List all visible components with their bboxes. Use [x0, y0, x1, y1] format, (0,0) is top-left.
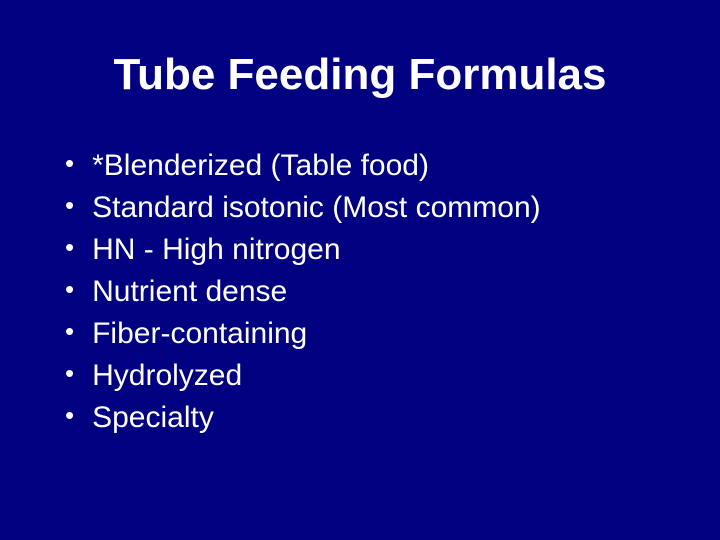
bullet-icon: • — [65, 145, 74, 181]
bullet-text: *Blenderized (Table food) — [92, 145, 670, 187]
bullet-text: Hydrolyzed — [92, 355, 670, 397]
list-item: • Specialty — [65, 397, 670, 439]
bullet-icon: • — [65, 229, 74, 265]
bullet-text: Nutrient dense — [92, 271, 670, 313]
bullet-text: Standard isotonic (Most common) — [92, 187, 670, 229]
list-item: • HN - High nitrogen — [65, 229, 670, 271]
bullet-icon: • — [65, 397, 74, 433]
bullet-list: • *Blenderized (Table food) • Standard i… — [50, 145, 670, 439]
bullet-text: Fiber-containing — [92, 313, 670, 355]
slide-container: Tube Feeding Formulas • *Blenderized (Ta… — [0, 0, 720, 540]
bullet-text: HN - High nitrogen — [92, 229, 670, 271]
bullet-icon: • — [65, 313, 74, 349]
list-item: • Fiber-containing — [65, 313, 670, 355]
slide-title: Tube Feeding Formulas — [50, 50, 670, 100]
list-item: • *Blenderized (Table food) — [65, 145, 670, 187]
bullet-icon: • — [65, 271, 74, 307]
list-item: • Standard isotonic (Most common) — [65, 187, 670, 229]
bullet-icon: • — [65, 355, 74, 391]
list-item: • Nutrient dense — [65, 271, 670, 313]
bullet-icon: • — [65, 187, 74, 223]
list-item: • Hydrolyzed — [65, 355, 670, 397]
bullet-text: Specialty — [92, 397, 670, 439]
